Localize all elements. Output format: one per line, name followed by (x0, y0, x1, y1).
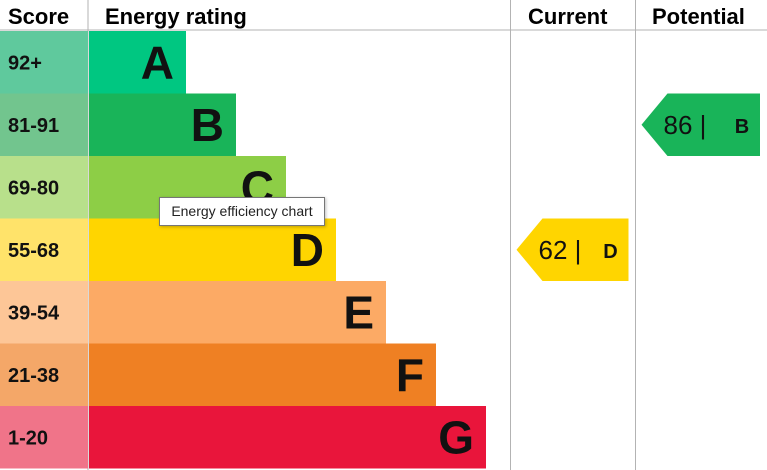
score-cell-d (0, 218, 88, 281)
score-label-c: 69-80 (8, 177, 59, 199)
rating-letter-g: G (438, 411, 474, 463)
score-cell-g (0, 406, 88, 469)
score-label-f: 21-38 (8, 365, 59, 387)
rating-bar-e (89, 281, 386, 344)
score-label-e: 39-54 (8, 302, 60, 324)
potential-rating-indicator (641, 93, 760, 156)
score-label-d: 55-68 (8, 240, 59, 262)
header-energy-rating: Energy rating (105, 4, 247, 29)
rating-bar-a (89, 31, 186, 94)
score-cell-f (0, 343, 88, 406)
score-cell-e (0, 281, 88, 344)
chart-tooltip: Energy efficiency chart (159, 197, 325, 226)
rating-letter-a: A (141, 36, 174, 88)
score-label-b: 81-91 (8, 115, 59, 137)
rating-bands: 92+ A81-91 B69-80 C55-68 D39-54 E21-38 F1-20 G (0, 31, 486, 469)
rating-letter-f: F (396, 349, 424, 401)
current-rating-letter: D (603, 241, 617, 263)
score-label-a: 92+ (8, 52, 42, 74)
rating-letter-d: D (291, 224, 324, 276)
current-rating-value: 62 | (539, 235, 582, 265)
rating-letter-b: B (191, 99, 224, 151)
header-current: Current (528, 4, 608, 29)
score-label-g: 1-20 (8, 427, 48, 449)
rating-bar-f (89, 343, 436, 406)
score-cell-c (0, 156, 88, 219)
header-potential: Potential (652, 4, 745, 29)
rating-bar-g (89, 406, 486, 469)
header-score: Score (8, 4, 69, 29)
rating-bar-b (89, 93, 236, 156)
rating-indicators: 62 | D 86 | B (516, 93, 760, 281)
potential-rating-value: 86 | (664, 110, 707, 140)
rating-bar-d (89, 218, 336, 281)
potential-rating-letter: B (735, 116, 749, 138)
score-cell-b (0, 93, 88, 156)
current-rating-indicator (516, 218, 629, 281)
rating-letter-e: E (343, 286, 374, 338)
score-cell-a (0, 31, 88, 94)
